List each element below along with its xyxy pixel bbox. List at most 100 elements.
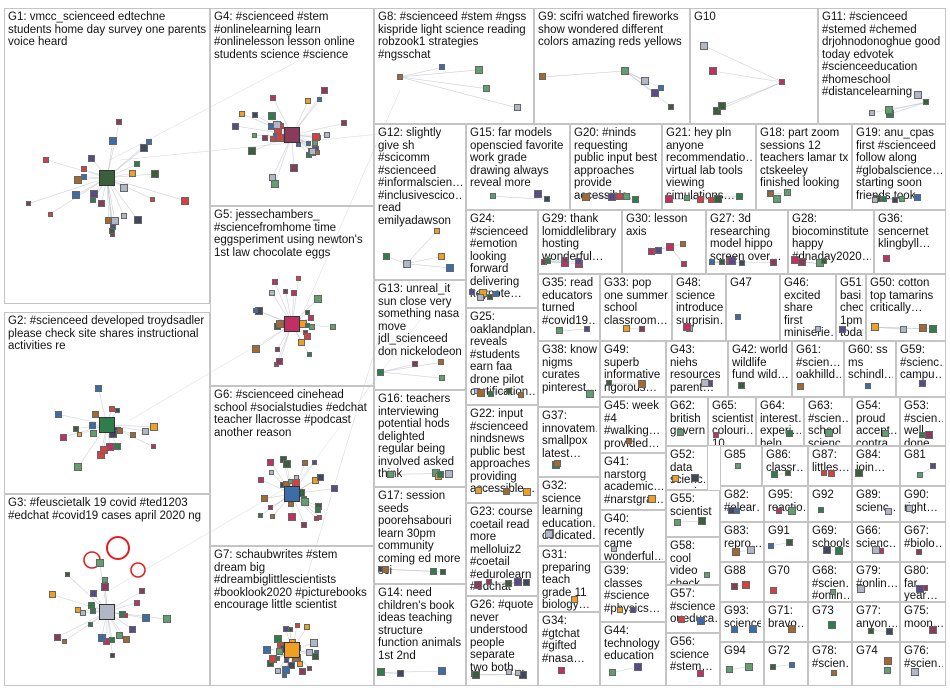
group-cell-g51[interactable]: G51: basi… check 1pm today [836,274,866,341]
graph-node[interactable] [275,647,283,655]
graph-node[interactable] [87,621,93,627]
group-cell-g66[interactable]: G66: scienc… [852,522,900,562]
graph-node[interactable] [885,507,893,515]
group-cell-g2[interactable]: G2: #scienceed developed troydsadler ple… [4,312,210,494]
graph-node[interactable] [915,584,924,593]
graph-node[interactable] [128,169,136,177]
group-cell-g44[interactable]: G44: technology education [600,622,666,686]
group-cell-g33[interactable]: G33: pop one summer school classroom… [600,274,672,341]
graph-node[interactable] [289,164,298,173]
graph-node[interactable] [650,88,659,97]
graph-node[interactable] [678,615,686,623]
graph-node[interactable] [555,327,563,335]
graph-node[interactable] [768,190,775,197]
graph-node[interactable] [776,507,783,514]
graph-node[interactable] [267,458,275,466]
graph-node[interactable] [88,154,96,162]
group-cell-g71[interactable]: G71: bravo… [764,602,808,642]
graph-node[interactable] [784,469,791,476]
group-cell-g15[interactable]: G15: far models openscied favorite work … [466,124,570,210]
graph-node[interactable] [747,546,756,555]
graph-node[interactable] [433,228,440,235]
graph-node[interactable] [787,507,796,516]
graph-node[interactable] [150,169,159,178]
graph-node[interactable] [790,256,799,265]
graph-node[interactable] [90,590,98,598]
graph-node[interactable] [430,568,438,576]
group-cell-g93[interactable]: G93: science [720,602,764,642]
graph-node[interactable] [276,320,285,329]
graph-node[interactable] [313,295,322,304]
graph-node[interactable] [282,460,291,469]
graph-node[interactable] [787,624,796,633]
graph-node[interactable] [269,94,276,101]
graph-node[interactable] [575,257,583,265]
graph-node[interactable] [270,136,277,143]
graph-node[interactable] [275,346,281,352]
graph-node[interactable] [503,488,511,496]
graph-node[interactable] [268,290,275,297]
graph-node[interactable] [108,136,117,145]
graph-node[interactable] [779,79,786,86]
graph-node[interactable] [257,476,264,483]
group-cell-g10[interactable]: G10 [690,8,818,124]
graph-node[interactable] [110,216,119,225]
graph-node[interactable] [133,599,140,606]
graph-node[interactable] [89,421,97,429]
group-cell-g59[interactable]: G59: #scienc… campu… [896,341,946,397]
graph-node[interactable] [331,484,339,492]
group-cell-g50[interactable]: G50: cotton top tamarins critically… [866,274,946,341]
graph-node[interactable] [713,195,722,204]
graph-node[interactable] [270,180,279,189]
group-cell-g75[interactable]: G75: moon… [900,602,946,642]
graph-node[interactable] [47,211,53,217]
graph-node[interactable] [262,134,269,141]
graph-node[interactable] [149,422,158,431]
graph-node[interactable] [690,473,699,482]
group-cell-g69[interactable]: G69: schools [808,522,852,562]
graph-node[interactable] [268,469,274,475]
group-cell-g74[interactable]: G74 [852,642,900,686]
graph-node[interactable] [129,626,137,634]
graph-node[interactable] [71,191,80,200]
graph-node[interactable] [665,242,674,251]
graph-node[interactable] [513,104,521,112]
graph-node[interactable] [302,460,309,467]
graph-node[interactable] [769,663,776,670]
group-cell-g70[interactable]: G70 [764,562,808,602]
graph-node[interactable] [818,506,825,513]
graph-node[interactable] [287,478,293,484]
group-cell-g57[interactable]: G57: #science… oueduca… [666,585,720,633]
hub-node[interactable] [99,416,115,433]
graph-node[interactable] [283,288,289,294]
graph-node[interactable] [506,669,513,676]
hub-node[interactable] [284,486,300,502]
graph-node[interactable] [436,470,444,478]
graph-node[interactable] [514,669,521,676]
group-cell-g34[interactable]: G34: #gtchat #gifted #nasa… [538,612,600,686]
graph-node[interactable] [872,546,881,555]
graph-node[interactable] [108,406,115,413]
graph-node[interactable] [770,259,778,267]
graph-node[interactable] [544,196,551,203]
group-cell-g1[interactable]: G1: vmcc_scienceed edtechne students hom… [4,8,210,304]
graph-node[interactable] [270,514,276,520]
graph-node[interactable] [677,429,685,437]
graph-node[interactable] [65,572,71,578]
graph-node[interactable] [914,194,922,202]
graph-node[interactable] [287,627,293,633]
group-cell-g38[interactable]: G38: know nigms curates pinterest… [538,341,600,407]
graph-node[interactable] [922,99,929,106]
graph-node[interactable] [523,579,531,587]
graph-node[interactable] [475,65,484,74]
graph-node[interactable] [545,529,554,538]
graph-node[interactable] [284,658,290,664]
graph-node[interactable] [113,442,121,450]
graph-node[interactable] [290,289,297,296]
graph-node[interactable] [730,625,738,633]
graph-node[interactable] [930,463,937,470]
graph-node[interactable] [918,324,927,333]
graph-node[interactable] [396,73,403,80]
group-cell-g85[interactable]: G85 [720,446,762,486]
graph-node[interactable] [274,656,280,662]
